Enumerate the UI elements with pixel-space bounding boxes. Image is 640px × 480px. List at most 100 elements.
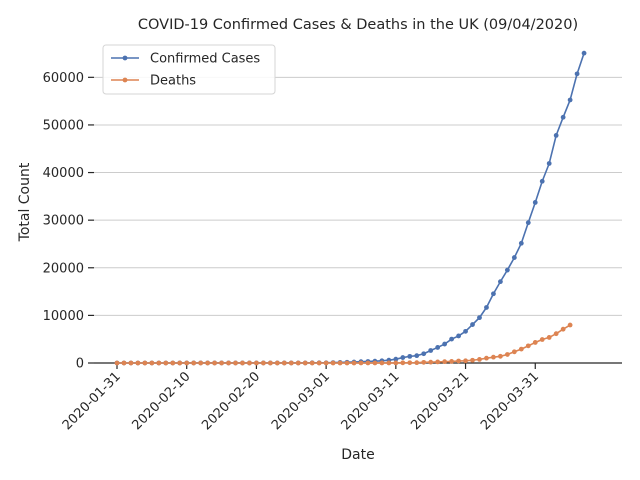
y-axis-title: Total Count (17, 162, 33, 242)
y-tick-label: 50000 (43, 118, 84, 133)
y-tick-label: 60000 (43, 71, 84, 86)
deaths-point (260, 360, 266, 366)
confirmed-cases-point (518, 240, 524, 246)
legend-marker-confirmed-cases (122, 55, 128, 61)
confirmed-cases-point (456, 333, 461, 339)
x-tick-label: 2020-02-10 (130, 369, 194, 433)
confirmed-cases-point (553, 132, 559, 138)
confirmed-cases-point (442, 341, 448, 347)
deaths-point (156, 360, 162, 366)
deaths-point (191, 360, 197, 366)
confirmed-cases-point (581, 50, 587, 56)
deaths-point (456, 358, 461, 364)
confirmed-cases-point (414, 353, 420, 359)
deaths-point (295, 360, 301, 366)
deaths-point (407, 360, 413, 366)
deaths-point (149, 360, 155, 366)
deaths-point (567, 322, 573, 328)
deaths-point (330, 360, 336, 366)
deaths-point (351, 360, 357, 366)
y-tick-label: 0 (76, 357, 84, 372)
deaths-point (428, 359, 434, 365)
deaths-point (539, 337, 545, 342)
deaths-point (463, 358, 468, 364)
deaths-point (491, 354, 496, 360)
deaths-point (484, 355, 489, 361)
confirmed-cases-point (560, 114, 566, 120)
deaths-point (337, 360, 343, 366)
confirmed-cases-point (393, 356, 399, 362)
confirmed-cases-point (532, 200, 538, 205)
confirmed-cases-point (539, 178, 545, 184)
confirmed-cases-point (400, 355, 406, 360)
deaths-point (414, 360, 420, 366)
deaths-point (205, 360, 211, 366)
chart-title: COVID-19 Confirmed Cases & Deaths in the… (138, 17, 578, 33)
confirmed-cases-line (117, 52, 585, 364)
x-tick-label: 2020-02-20 (199, 369, 263, 433)
confirmed-cases-point (407, 353, 413, 359)
deaths-point (267, 360, 273, 366)
confirmed-cases-point (477, 315, 482, 321)
deaths-point (274, 360, 280, 366)
confirmed-cases-point (567, 97, 573, 103)
x-axis: 2020-01-31 2020-02-10 2020-02-20 2020-03-01… (60, 362, 622, 433)
deaths-point (372, 360, 378, 366)
deaths-point (421, 359, 427, 365)
x-tick-label: 2020-03-21 (408, 369, 472, 433)
y-axis: 0 10000 20000 30000 40000 50000 60000 (43, 71, 94, 372)
x-tick-label: 2020-03-31 (478, 369, 542, 433)
x-tick-label: 2020-03-01 (269, 369, 333, 433)
confirmed-cases-point (498, 279, 503, 285)
confirmed-cases-point (525, 220, 531, 226)
deaths-point (449, 359, 455, 364)
deaths-point (365, 360, 371, 366)
deaths-point (142, 360, 148, 366)
confirmed-cases-point (449, 336, 455, 342)
deaths-point (518, 346, 524, 352)
series-layer (114, 50, 587, 366)
deaths-point (400, 360, 406, 366)
deaths-point (233, 360, 238, 366)
deaths-point (560, 326, 566, 332)
deaths-point (546, 335, 552, 340)
deaths-point (254, 360, 259, 366)
deaths-point (170, 360, 176, 366)
deaths-point (288, 360, 294, 366)
deaths-point (240, 360, 245, 366)
deaths-point (442, 359, 448, 365)
deaths-point (212, 360, 217, 366)
confirmed-cases-point (428, 348, 434, 353)
deaths-point (435, 359, 441, 365)
y-tick-label: 30000 (43, 214, 84, 229)
deaths-point (128, 360, 134, 366)
deaths-point (532, 340, 538, 345)
confirmed-cases-point (484, 305, 489, 310)
deaths-point (477, 356, 482, 362)
confirmed-cases-point (463, 328, 468, 334)
confirmed-cases-point (574, 71, 580, 77)
deaths-point (344, 360, 350, 366)
deaths-point (281, 360, 287, 366)
confirmed-cases-point (435, 345, 441, 350)
deaths-point (358, 360, 364, 366)
deaths-point (498, 353, 503, 359)
deaths-point (163, 360, 169, 366)
x-axis-title: Date (341, 447, 374, 463)
deaths-point (135, 360, 141, 366)
legend-label-confirmed-cases: Confirmed Cases (150, 52, 260, 67)
confirmed-cases-point (546, 161, 552, 166)
deaths-point (323, 360, 329, 366)
confirmed-cases-point (511, 255, 517, 260)
y-tick-label: 20000 (43, 261, 84, 276)
confirmed-cases-point (421, 351, 427, 357)
deaths-point (525, 343, 531, 349)
deaths-point (247, 360, 252, 366)
legend-box (102, 44, 276, 95)
deaths-point (393, 360, 399, 366)
deaths-point (177, 360, 183, 366)
deaths-point (470, 357, 475, 363)
deaths-point (511, 349, 517, 355)
deaths-point (184, 360, 190, 366)
